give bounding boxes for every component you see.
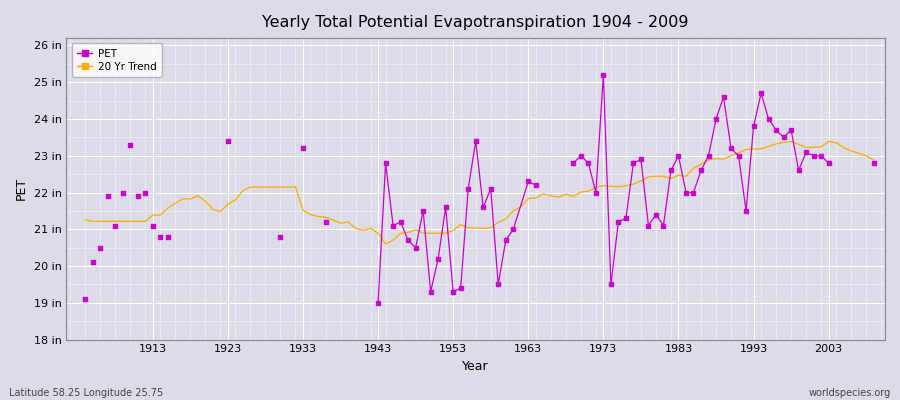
Y-axis label: PET: PET [15,177,28,200]
Point [138,189,152,196]
Point [86,259,100,266]
Point [115,189,130,196]
Legend: PET, 20 Yr Trend: PET, 20 Yr Trend [72,43,162,77]
Point [220,138,235,144]
Point [160,234,175,240]
Point [108,222,122,229]
Point [319,219,333,225]
Point [101,193,115,200]
Text: worldspecies.org: worldspecies.org [809,388,891,398]
Point [274,234,288,240]
Title: Yearly Total Potential Evapotranspiration 1904 - 2009: Yearly Total Potential Evapotranspiratio… [263,15,689,30]
Point [78,296,93,302]
Point [93,244,107,251]
Point [296,145,310,152]
Point [123,142,138,148]
Point [146,222,160,229]
X-axis label: Year: Year [463,360,489,373]
Point [153,234,167,240]
Point [130,193,145,200]
Text: Latitude 58.25 Longitude 25.75: Latitude 58.25 Longitude 25.75 [9,388,163,398]
